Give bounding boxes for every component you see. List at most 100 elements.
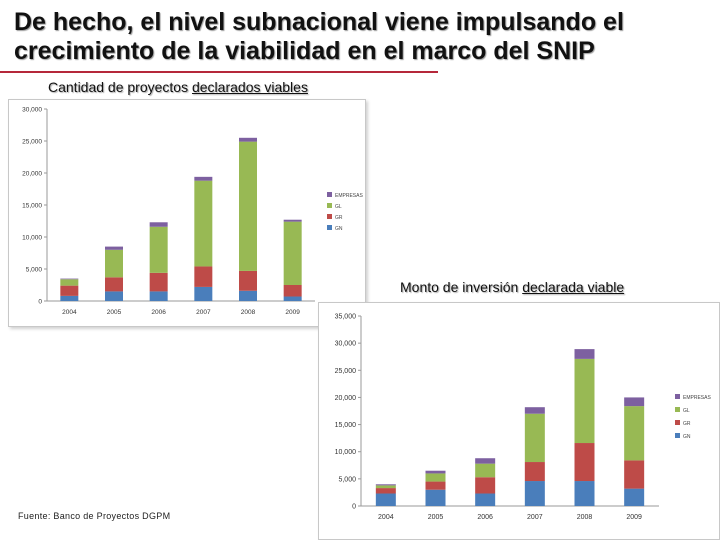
title-underline xyxy=(0,71,438,73)
y-tick-label: 15,000 xyxy=(335,422,357,429)
caption-cantidad-underlined: declarados viables xyxy=(191,79,308,95)
x-tick-label: 2007 xyxy=(527,514,543,521)
chart-monto-svg: 0 5,000 10,000 15,000 20,000 25,000 30,000 35,0… xyxy=(335,314,712,522)
legend-label-empresas: EMPRESAS xyxy=(335,193,363,199)
bar-gn-2009 xyxy=(283,296,302,301)
caption-cantidad: Cantidad de proyectos declarados viables xyxy=(48,79,308,95)
bar-gl-2008 xyxy=(239,141,257,271)
bar-gn-2009 xyxy=(624,488,645,506)
bar-gr-2009 xyxy=(624,460,645,489)
caption-cantidad-prefix: Cantidad de proyectos xyxy=(48,79,192,95)
y-tick-label: 10,000 xyxy=(22,235,42,242)
bar-gr-2007 xyxy=(194,266,213,287)
x-tick-label: 2008 xyxy=(241,309,256,316)
legend-swatch-gn xyxy=(675,433,680,438)
bar-gn-2006 xyxy=(475,493,496,506)
x-tick-label: 2005 xyxy=(107,309,122,316)
bar-empresas-2005 xyxy=(425,470,446,474)
bar-empresas-2009 xyxy=(624,397,645,407)
bar-gn-2004 xyxy=(60,295,79,301)
x-tick-label: 2005 xyxy=(428,514,444,521)
chart-cantidad-svg: 0 5,000 10,000 15,000 20,000 25,000 30,000 2004… xyxy=(22,107,363,317)
bar-gr-2005 xyxy=(425,481,446,490)
bar-gr-2004 xyxy=(375,488,396,494)
x-tick-label: 2007 xyxy=(196,309,211,316)
legend-label-gr: GR xyxy=(335,215,343,221)
y-tick-label: 15,000 xyxy=(22,203,42,210)
bar-gn-2008 xyxy=(239,290,257,301)
legend-swatch-gn xyxy=(327,225,332,230)
x-tick-label: 2006 xyxy=(151,309,166,316)
bar-empresas-2005 xyxy=(105,246,123,250)
bar-gn-2004 xyxy=(375,493,396,506)
bar-gl-2009 xyxy=(283,221,302,285)
bar-empresas-2008 xyxy=(574,349,595,359)
bar-gr-2006 xyxy=(149,272,168,292)
legend-swatch-gr xyxy=(675,420,680,425)
bar-gr-2007 xyxy=(524,462,545,482)
x-tick-label: 2009 xyxy=(626,514,642,521)
bar-gr-2008 xyxy=(239,270,257,291)
legend-label-gn: GN xyxy=(335,226,343,232)
bar-gl-2005 xyxy=(425,473,446,482)
y-tick-label: 0 xyxy=(352,504,356,511)
bar-empresas-2004 xyxy=(60,278,79,280)
legend-label-gn: GN xyxy=(683,434,691,440)
slide-title: De hecho, el nivel subnacional viene imp… xyxy=(14,8,624,65)
bar-gl-2008 xyxy=(574,358,595,444)
bar-gr-2009 xyxy=(283,285,302,297)
x-tick-label: 2004 xyxy=(378,514,394,521)
bar-gn-2008 xyxy=(574,481,595,506)
bar-gl-2006 xyxy=(475,463,496,478)
y-tick-label: 10,000 xyxy=(335,449,357,456)
chart-monto-inversion: 0 5,000 10,000 15,000 20,000 25,000 30,000 35,0… xyxy=(318,302,720,540)
bar-gl-2004 xyxy=(375,485,396,489)
y-tick-label: 5,000 xyxy=(26,267,43,274)
bar-gn-2007 xyxy=(194,286,213,301)
bar-gl-2006 xyxy=(149,226,168,273)
y-tick-label: 20,000 xyxy=(335,395,357,402)
legend-swatch-empresas xyxy=(675,394,680,399)
x-tick-label: 2009 xyxy=(285,309,300,316)
legend-label-empresas: EMPRESAS xyxy=(683,395,711,401)
bar-empresas-2007 xyxy=(194,176,213,181)
legend-swatch-gl xyxy=(675,407,680,412)
legend-swatch-gl xyxy=(327,203,332,208)
bar-empresas-2009 xyxy=(283,219,302,222)
x-tick-label: 2008 xyxy=(577,514,593,521)
y-tick-label: 30,000 xyxy=(22,107,42,114)
y-tick-label: 30,000 xyxy=(335,341,357,348)
x-tick-label: 2004 xyxy=(62,309,77,316)
bar-gr-2006 xyxy=(475,477,496,494)
y-tick-label: 0 xyxy=(38,299,42,306)
bar-empresas-2007 xyxy=(524,407,545,414)
caption-monto-underlined: declarada viable xyxy=(522,279,625,295)
bar-gl-2004 xyxy=(60,279,79,286)
bar-gr-2008 xyxy=(574,443,595,482)
bar-empresas-2008 xyxy=(239,137,257,142)
bar-gr-2004 xyxy=(60,285,79,296)
bar-gn-2005 xyxy=(105,291,123,301)
y-tick-label: 25,000 xyxy=(22,139,42,146)
bar-gl-2009 xyxy=(624,406,645,461)
chart-cantidad-proyectos: 0 5,000 10,000 15,000 20,000 25,000 30,000 2004… xyxy=(8,99,366,327)
legend-label-gr: GR xyxy=(683,421,691,427)
x-tick-label: 2006 xyxy=(477,514,493,521)
source-note: Fuente: Banco de Proyectos DGPM xyxy=(18,511,171,521)
bar-gn-2005 xyxy=(425,489,446,506)
y-tick-label: 5,000 xyxy=(338,476,356,483)
caption-monto: Monto de inversión declarada viable xyxy=(400,279,624,295)
y-tick-label: 35,000 xyxy=(335,314,357,321)
legend-label-gl: GL xyxy=(683,408,690,414)
caption-monto-prefix: Monto de inversión xyxy=(400,279,523,295)
bar-gl-2005 xyxy=(105,249,123,278)
bar-gr-2005 xyxy=(105,277,123,292)
bar-empresas-2006 xyxy=(475,458,496,464)
legend-label-gl: GL xyxy=(335,204,342,210)
bar-empresas-2006 xyxy=(149,222,168,227)
bar-gn-2007 xyxy=(524,481,545,506)
bar-gl-2007 xyxy=(524,413,545,463)
y-tick-label: 25,000 xyxy=(335,368,357,375)
legend-swatch-empresas xyxy=(327,192,332,197)
legend-swatch-gr xyxy=(327,214,332,219)
